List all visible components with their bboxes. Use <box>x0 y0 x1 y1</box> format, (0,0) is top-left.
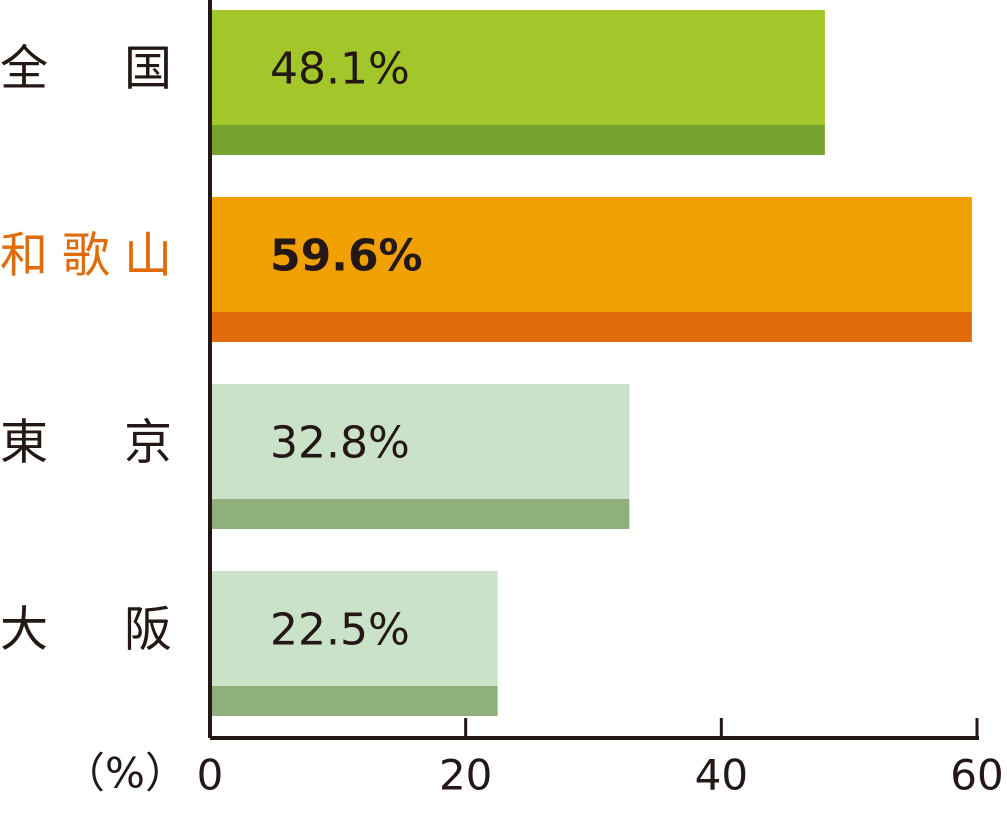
bar <box>210 10 825 155</box>
bar-part <box>210 571 498 686</box>
x-tick-label: 0 <box>197 751 224 800</box>
x-tick-label: 40 <box>695 751 748 800</box>
bar-part <box>210 686 498 716</box>
x-tick-label: 20 <box>439 751 492 800</box>
x-tick-label: 60 <box>950 751 1003 800</box>
bar <box>210 571 498 716</box>
bar-part <box>210 197 972 312</box>
bar-part <box>210 384 630 499</box>
bar <box>210 197 972 342</box>
bar <box>210 384 630 529</box>
category-label: 和歌山 <box>0 228 172 284</box>
bar-part <box>210 499 630 529</box>
value-label: 32.8% <box>270 418 410 469</box>
category-label: 東 京 <box>0 415 172 471</box>
category-label: 大 阪 <box>0 602 172 658</box>
bar-part <box>210 10 825 125</box>
value-label: 48.1% <box>270 44 410 95</box>
value-label: 59.6% <box>270 231 423 282</box>
value-label: 22.5% <box>270 605 410 656</box>
bar-part <box>210 125 825 155</box>
bar-part <box>210 312 972 342</box>
category-label: 全 国 <box>0 41 172 97</box>
x-axis-label: （%） <box>63 749 187 798</box>
